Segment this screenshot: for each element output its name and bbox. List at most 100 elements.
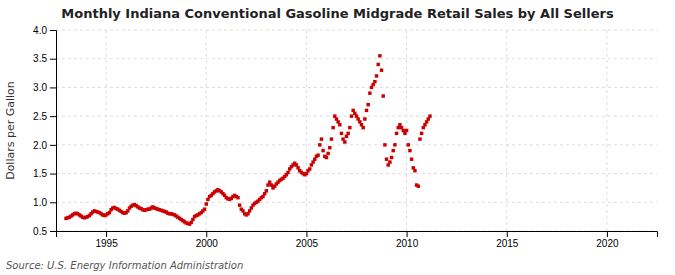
x-tick: 2010 [396, 231, 419, 249]
x-tick-label: 2000 [196, 238, 219, 249]
x-axis-line [57, 232, 658, 238]
point [318, 143, 321, 146]
point [365, 109, 368, 112]
y-tick-label: 1.0 [33, 197, 47, 208]
point [321, 149, 324, 152]
x-tick-label: 2015 [496, 238, 519, 249]
point [328, 146, 331, 149]
point [350, 114, 353, 117]
point [330, 137, 333, 140]
point [320, 137, 323, 140]
point [381, 94, 384, 97]
y-grid-line [56, 58, 657, 59]
x-tick: 2015 [496, 231, 519, 249]
x-tick: 2020 [596, 231, 619, 249]
x-tick: 2005 [296, 231, 319, 249]
point [407, 143, 410, 146]
y-tick: 3.0 [33, 82, 56, 93]
point [325, 156, 328, 159]
point [236, 196, 239, 199]
x-tick-mark [507, 231, 508, 237]
point [346, 132, 349, 135]
points [64, 54, 431, 226]
y-tick-mark [50, 202, 56, 203]
y-tick-mark [50, 116, 56, 117]
point [326, 152, 329, 155]
x-grid-line [306, 30, 307, 231]
point [428, 114, 431, 117]
point [373, 80, 376, 83]
chart-container: 1995200020052010201520200.51.01.52.02.53… [0, 0, 675, 275]
point [378, 54, 381, 57]
point [388, 160, 391, 163]
y-tick-mark [50, 145, 56, 146]
y-tick: 1.0 [33, 197, 56, 208]
point [308, 167, 311, 170]
y-axis-label: Dollars per Gallon [4, 81, 17, 180]
title: Monthly Indiana Conventional Gasoline Mi… [61, 6, 614, 21]
point [238, 203, 241, 206]
x-grid-line [506, 30, 507, 231]
point [265, 189, 268, 192]
point [385, 157, 388, 160]
x-tick: 2000 [196, 231, 219, 249]
point [331, 126, 334, 129]
y-tick: 2.5 [33, 111, 56, 122]
x-tick-mark [306, 231, 307, 237]
y-tick-label: 3.5 [33, 53, 47, 64]
point [408, 149, 411, 152]
point [380, 68, 383, 71]
y-tick-label: 3.0 [33, 82, 47, 93]
y-tick: 2.0 [33, 140, 56, 151]
x-grid-line [106, 30, 107, 231]
y-tick-mark [50, 87, 56, 88]
point [375, 74, 378, 77]
point [376, 63, 379, 66]
y-grid-line [56, 173, 657, 174]
x-tick-mark [607, 231, 608, 237]
x-axis: 199520002005201020152020 [57, 231, 658, 249]
point [418, 137, 421, 140]
y-tick: 0.5 [33, 226, 56, 237]
y-tick-label: 2.5 [33, 111, 47, 122]
point [363, 117, 366, 120]
point [413, 169, 416, 172]
point [286, 171, 289, 174]
x-tick-label: 2005 [296, 238, 319, 249]
y-tick-label: 4.0 [33, 25, 47, 36]
y-tick: 4.0 [33, 25, 56, 36]
y-tick-label: 0.5 [33, 226, 47, 237]
point [417, 184, 420, 187]
y-grid-line [56, 30, 657, 31]
point [405, 129, 408, 132]
grid [56, 30, 657, 231]
y-tick-mark [50, 30, 56, 31]
y-tick-label: 2.0 [33, 140, 47, 151]
chart-svg: 1995200020052010201520200.51.01.52.02.53… [0, 0, 675, 275]
x-tick-mark [206, 231, 207, 237]
y-grid-line [56, 87, 657, 88]
point [420, 132, 423, 135]
point [391, 149, 394, 152]
point [348, 126, 351, 129]
point [338, 123, 341, 126]
point [383, 143, 386, 146]
point [393, 143, 396, 146]
x-tick-mark [407, 231, 408, 237]
point [368, 91, 371, 94]
point [205, 202, 208, 205]
y-axis: 0.51.01.52.02.53.03.54.0 [33, 25, 56, 237]
y-tick-mark [50, 174, 56, 175]
y-axis-line [50, 31, 57, 232]
x-tick-label: 2010 [396, 238, 419, 249]
y-grid-line [56, 202, 657, 203]
point [410, 157, 413, 160]
point [390, 156, 393, 159]
y-tick-mark [50, 59, 56, 60]
x-grid-line [606, 30, 607, 231]
point [340, 132, 343, 135]
point [343, 140, 346, 143]
source-note: Source: U.S. Energy Information Administ… [6, 260, 243, 271]
point [395, 132, 398, 135]
x-tick-mark [106, 231, 107, 237]
